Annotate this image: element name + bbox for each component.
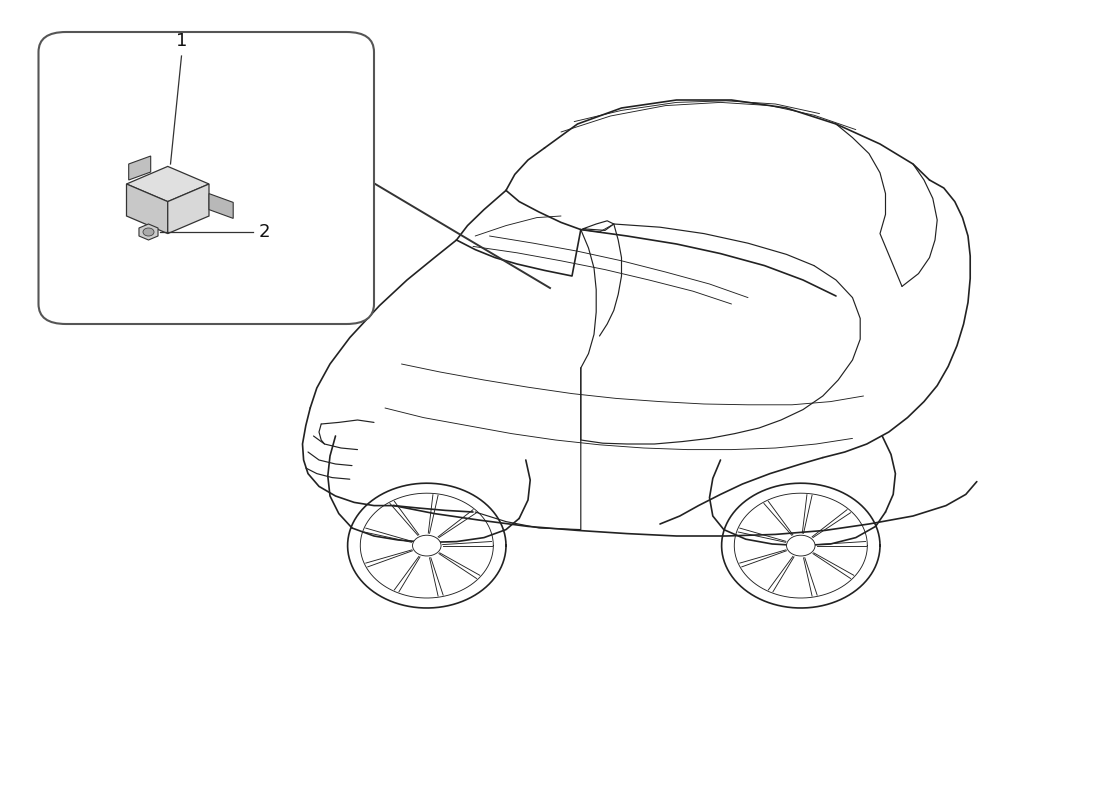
Polygon shape [126,184,167,234]
FancyBboxPatch shape [39,32,374,324]
Circle shape [143,228,154,236]
Polygon shape [126,166,209,202]
Text: 2: 2 [258,223,270,241]
Polygon shape [129,156,151,180]
Polygon shape [139,224,158,240]
Circle shape [786,535,815,556]
Text: 1: 1 [176,31,187,50]
Polygon shape [209,194,233,218]
Circle shape [412,535,441,556]
Polygon shape [167,184,209,234]
